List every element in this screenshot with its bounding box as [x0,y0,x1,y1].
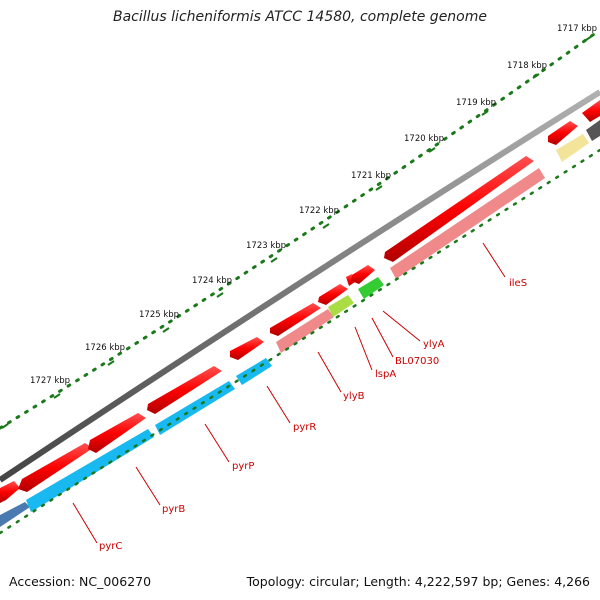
gene-feature[interactable] [276,309,334,353]
ruler-tick [107,360,115,366]
ruler-tick [532,73,540,79]
cds-feature[interactable] [88,413,146,453]
ruler: 1717 kbp 1718 kbp 1719 kbp 1720 kbp 1721… [0,24,599,430]
ruler-label: 1724 kbp [192,276,232,286]
ruler-label: 1721 kbp [351,171,391,181]
map-title: Bacillus licheniformis ATCC 14580, compl… [113,9,487,25]
leader-line [204,423,230,463]
cds-feature[interactable] [147,366,222,414]
ruler-tick [585,35,593,41]
ruler-label: 1720 kbp [404,134,444,144]
ruler-label: 1725 kbp [139,310,179,320]
cds-feature[interactable] [384,156,534,262]
leader-line [135,466,161,506]
ruler-label: 1719 kbp [456,98,496,108]
leader-line [482,242,506,278]
gene-feature[interactable] [0,502,30,527]
ruler-tick [428,147,436,153]
gene-feature[interactable] [586,120,600,141]
gene-feature[interactable] [358,277,384,299]
ruler-label: 1717 kbp [557,24,597,34]
gene-label-ylya[interactable]: ylyA [423,339,445,350]
ruler-label: 1726 kbp [85,343,125,353]
gene-label-bl07030[interactable]: BL07030 [395,356,439,367]
leader-line [371,317,394,358]
label-leaders [72,242,506,544]
ruler-label: 1727 kbp [30,376,70,386]
accession-text: Accession: NC_006270 [9,574,152,589]
cds-feature[interactable] [318,284,348,305]
gene-label-pyrc[interactable]: pyrC [99,541,122,552]
reverse-strand-features [0,134,589,527]
cds-feature[interactable] [0,481,20,503]
ruler-label: 1722 kbp [299,206,339,216]
genome-backbone [0,89,600,483]
ruler-tick [53,393,61,399]
cds-feature[interactable] [230,337,264,360]
ruler-major-ticks [1,35,593,429]
cds-feature[interactable] [582,100,600,122]
cds-feature[interactable] [351,265,375,284]
leader-line [354,326,373,371]
gene-feature[interactable] [26,429,154,512]
gene-feature[interactable] [556,134,589,162]
ruler-label: 1723 kbp [246,241,286,251]
cds-feature[interactable] [270,303,321,336]
leader-line [382,310,421,342]
gene-feature[interactable] [390,168,545,279]
ruler-label: 1718 kbp [507,61,547,71]
leader-line [266,385,291,424]
ruler-tick [322,223,330,229]
inner-dotted-arc [0,148,600,535]
ruler-tick [481,110,489,116]
forward-strand-features [0,100,600,503]
leader-line [317,351,342,393]
cds-feature[interactable] [548,121,578,145]
gene-label-pyrb[interactable]: pyrB [162,504,185,515]
gene-label-pyrp[interactable]: pyrP [232,461,254,472]
leader-line [72,502,98,544]
ruler-tick [1,423,9,429]
gene-label-pyrr[interactable]: pyrR [293,422,316,433]
gene-label-lspa[interactable]: lspA [375,369,396,380]
ruler-tick [216,292,224,298]
gene-label-ylyb[interactable]: ylyB [343,391,365,402]
ruler-tick [270,257,278,263]
ruler-tick [375,185,383,191]
ruler-dotted-arc [0,30,599,430]
genome-summary-text: Topology: circular; Length: 4,222,597 bp… [246,574,590,589]
cds-feature[interactable] [18,443,93,492]
gene-feature[interactable] [328,295,354,317]
ruler-tick [162,327,170,333]
gene-label-iles[interactable]: ileS [509,278,527,289]
